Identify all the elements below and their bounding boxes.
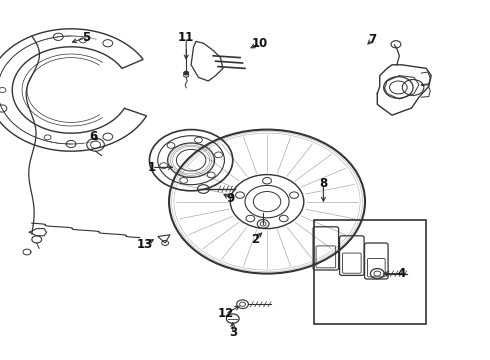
- Text: 3: 3: [229, 327, 237, 339]
- Text: 10: 10: [251, 37, 268, 50]
- Text: 2: 2: [251, 233, 259, 246]
- Text: 7: 7: [368, 33, 376, 46]
- Circle shape: [184, 71, 189, 75]
- Text: 1: 1: [148, 161, 156, 174]
- Text: 11: 11: [178, 31, 195, 44]
- Text: 6: 6: [89, 130, 97, 143]
- Text: 8: 8: [319, 177, 327, 190]
- Text: 12: 12: [217, 307, 234, 320]
- Text: 9: 9: [226, 192, 234, 204]
- Text: 13: 13: [136, 238, 153, 251]
- Text: 5: 5: [82, 31, 90, 44]
- Text: 4: 4: [398, 267, 406, 280]
- Bar: [314, 220, 426, 324]
